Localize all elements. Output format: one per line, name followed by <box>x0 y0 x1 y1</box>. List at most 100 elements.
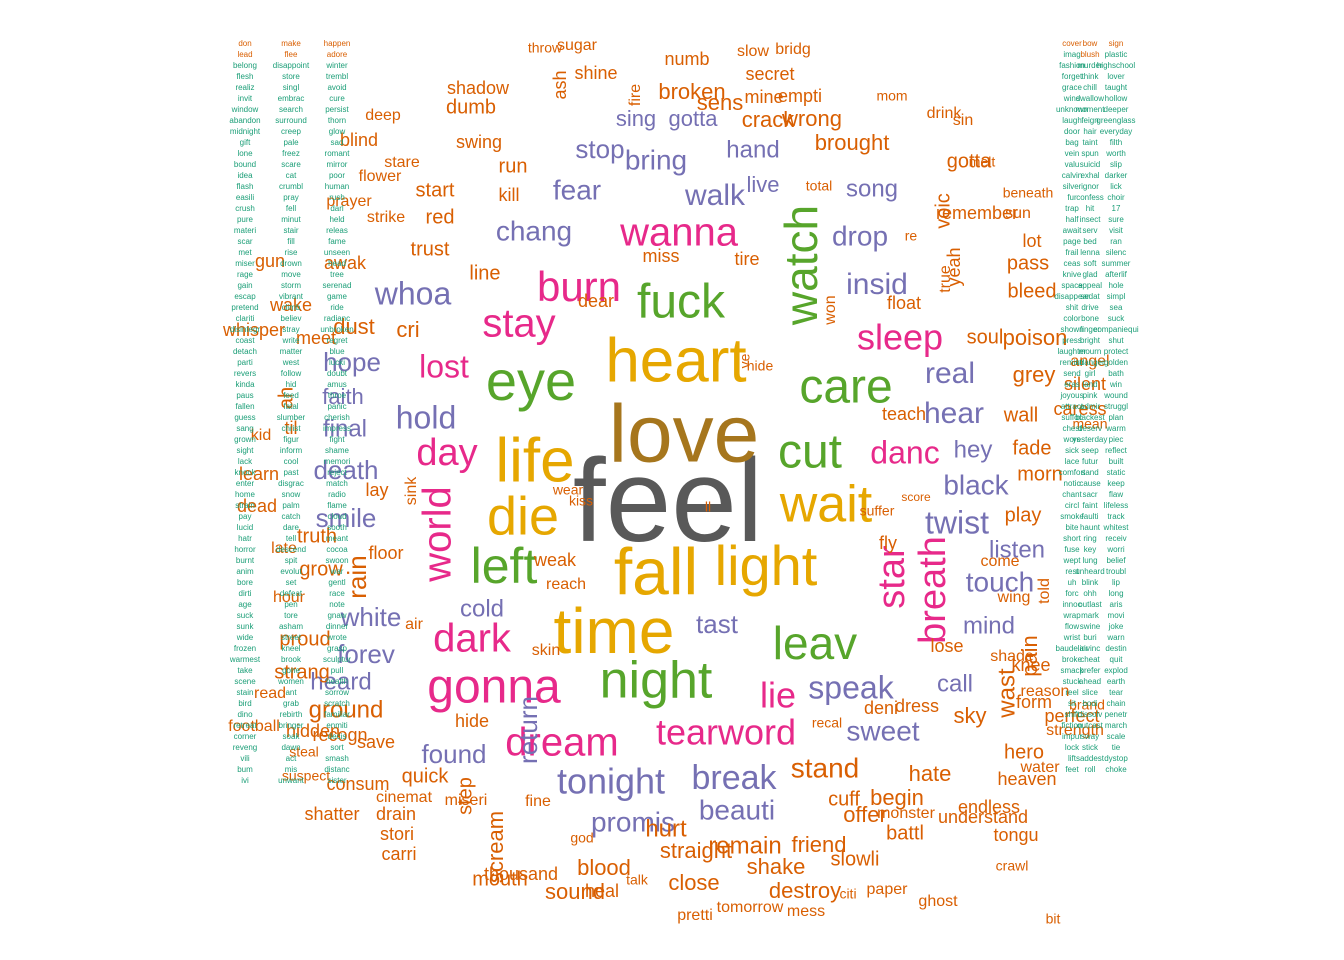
cloud-word-twist: twist <box>925 504 989 540</box>
cloud-word-tomorrow: tomorrow <box>717 899 784 916</box>
cloud-word-silent: silent <box>1064 374 1106 394</box>
cloud-word-haunt: haunt <box>1080 523 1101 532</box>
cloud-word-mine: mine <box>744 87 783 107</box>
cloud-word-poor: poor <box>329 171 345 180</box>
cloud-word-dark: dark <box>433 617 512 661</box>
cloud-word-attract: attract <box>1061 402 1084 411</box>
cloud-word-radio: radio <box>328 490 346 499</box>
cloud-word-rest: rest <box>1065 567 1079 576</box>
cloud-word-meet: meet <box>296 328 336 348</box>
cloud-word-citi: citi <box>839 886 856 902</box>
cloud-word-flaw: flaw <box>1109 490 1123 499</box>
cloud-word-regret: regret <box>327 336 349 345</box>
cloud-word-miss: miss <box>643 246 680 266</box>
cloud-word-gentl: gentl <box>328 578 346 587</box>
cloud-word-unseen: unseen <box>324 248 350 257</box>
cloud-word-sugar: sugar <box>557 37 598 54</box>
cloud-word-move: move <box>281 270 301 279</box>
cloud-word-wound: wound <box>1103 391 1128 400</box>
cloud-word-simpl: simpl <box>1107 292 1126 301</box>
cloud-word-act: act <box>286 754 297 763</box>
cloud-word-yesterday: yesterday <box>1073 435 1108 444</box>
cloud-word-read: read <box>254 685 286 702</box>
cloud-word-choir: choir <box>1107 193 1125 202</box>
cloud-word-light: light <box>715 534 818 597</box>
cloud-word-hope: hope <box>323 347 381 377</box>
cloud-word-blind: blind <box>340 130 378 150</box>
cloud-word-stori: stori <box>380 824 414 844</box>
cloud-word-dissolv: dissolv <box>1078 710 1102 719</box>
cloud-word-song: song <box>846 175 898 202</box>
cloud-word-idea: idea <box>237 171 253 180</box>
cloud-word-lay: lay <box>365 480 388 500</box>
cloud-word-reveng: reveng <box>233 743 257 752</box>
cloud-word-dystop: dystop <box>1104 754 1128 763</box>
cloud-word-sign: sign <box>1109 39 1124 48</box>
cloud-word-disgrac: disgrac <box>278 479 304 488</box>
cloud-word-17: 17 <box>1112 204 1121 213</box>
cloud-word-start: start <box>416 179 455 201</box>
cloud-word-parti: parti <box>237 358 253 367</box>
cloud-word-singl: singl <box>283 83 300 92</box>
cloud-word-trust: trust <box>411 238 450 260</box>
cloud-word-live: live <box>746 172 779 197</box>
cloud-word-wear: wear <box>552 482 584 498</box>
cloud-word-break: break <box>691 759 777 797</box>
cloud-word-lift: lift <box>1068 754 1077 763</box>
cloud-word-speak: speak <box>808 669 894 705</box>
cloud-word-sooth: sooth <box>327 523 347 532</box>
cloud-word-bird: bird <box>238 699 251 708</box>
cloud-word-troubl: troubl <box>1106 567 1126 576</box>
cloud-word-suck: suck <box>237 611 254 620</box>
cloud-word-pay: pay <box>239 512 252 521</box>
cloud-word-grace: grace <box>1062 83 1083 92</box>
cloud-word-hold: hold <box>396 399 457 435</box>
cloud-word-gift: gift <box>240 138 251 147</box>
cloud-word-smack: smack <box>1060 666 1084 675</box>
cloud-word-defeat: defeat <box>280 589 303 598</box>
cloud-word-trap: trap <box>1065 204 1079 213</box>
cloud-word-revers: revers <box>234 369 256 378</box>
cloud-word-die: die <box>487 486 559 546</box>
cloud-word-pass: pass <box>1007 252 1049 274</box>
cloud-word-clariti: clariti <box>236 314 255 323</box>
cloud-word-heart: heart <box>605 326 746 395</box>
cloud-word-pretti: pretti <box>677 907 713 924</box>
cloud-word-wanna: wanna <box>619 211 739 255</box>
cloud-word-scar: scar <box>237 237 252 246</box>
cloud-word-trembl: trembl <box>326 72 348 81</box>
cloud-word-faulti: faulti <box>1082 512 1099 521</box>
cloud-word-bone: bone <box>1081 314 1099 323</box>
cloud-word-kid: kid <box>251 427 271 444</box>
cloud-word-reflect: reflect <box>1105 446 1128 455</box>
cloud-word-serenad: serenad <box>323 281 352 290</box>
cloud-word-invinc: invinc <box>1080 644 1100 653</box>
cloud-word-game: game <box>327 292 348 301</box>
cloud-word-mirror: mirror <box>327 160 348 169</box>
cloud-word-sky: sky <box>954 703 987 728</box>
cloud-word-bring: bring <box>625 144 687 175</box>
cloud-word-murder: murder <box>1077 61 1103 70</box>
cloud-word-stick: stick <box>1082 743 1099 752</box>
cloud-word-plastic: plastic <box>1105 50 1128 59</box>
cloud-word-tell: tell <box>286 534 296 543</box>
cloud-word-flesh: flesh <box>237 72 254 81</box>
cloud-word-health: health <box>326 677 348 686</box>
cloud-word-flee: flee <box>285 50 298 59</box>
cloud-word-knive: knive <box>1063 270 1082 279</box>
cloud-word-brook: brook <box>281 655 302 664</box>
cloud-word-yeah: yeah <box>944 247 964 286</box>
cloud-word-recal: recal <box>812 715 842 731</box>
cloud-word-stand: stand <box>791 752 860 783</box>
cloud-word-cuff: cuff <box>828 788 860 810</box>
cloud-word-disintegr: disintegr <box>230 325 261 334</box>
cloud-word-awak: awak <box>324 253 367 273</box>
cloud-word-sand: sand <box>1081 468 1098 477</box>
cloud-word-land: land <box>1082 380 1097 389</box>
cloud-word-sacr: sacr <box>1082 490 1097 499</box>
cloud-word-suffer: suffer <box>860 503 895 519</box>
cloud-word-forget: forget <box>1062 72 1083 81</box>
cloud-word-fire: fire <box>627 84 644 106</box>
cloud-word-believ: believ <box>281 314 302 323</box>
cloud-word-ghost: ghost <box>918 893 958 910</box>
